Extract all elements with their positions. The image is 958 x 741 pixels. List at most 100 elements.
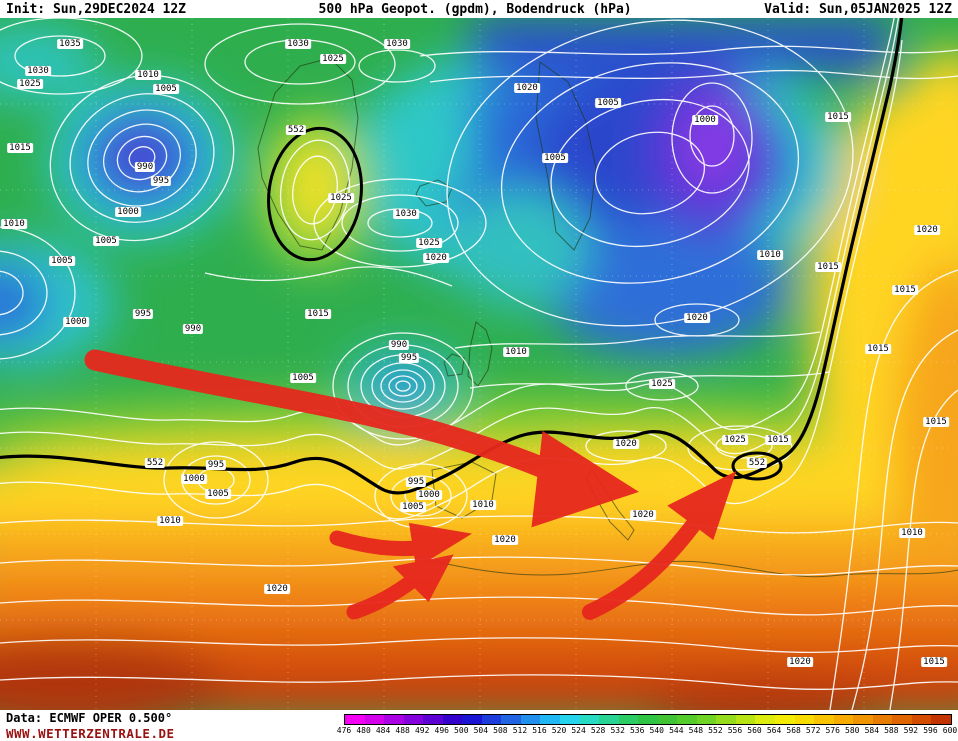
scale-segment [775,715,795,724]
pressure-label: 1020 [914,225,940,235]
pressure-label: 1010 [470,500,496,510]
pressure-label: 1025 [328,193,354,203]
pressure-label: 1005 [290,373,316,383]
pressure-label: 1015 [892,285,918,295]
contour-552 [0,18,904,495]
scale-tick-label: 584 [864,726,880,735]
map-title: 500 hPa Geopot. (gpdm), Bodendruck (hPa) [318,1,632,17]
scale-segment [384,715,404,724]
scale-segment [638,715,658,724]
scale-segment [833,715,854,724]
scale-tick-label: 528 [590,726,606,735]
data-source: Data: ECMWF OPER 0.500° [6,711,173,725]
website-label: WWW.WETTERZENTRALE.DE [6,726,175,741]
pressure-label: 1015 [815,262,841,272]
pressure-label: 1020 [492,535,518,545]
pressure-label: 1020 [613,439,639,449]
pressure-label: 995 [405,477,427,487]
scale-segment [364,715,385,724]
scale-tick-label: 492 [414,726,430,735]
scale-segment [501,715,521,724]
scale-segment [794,715,815,724]
scale-tick-label: 496 [434,726,449,735]
pressure-label: 1005 [595,98,621,108]
scale-segment [403,715,424,724]
pressure-label: 990 [134,162,156,172]
scale-tick-label: 532 [610,726,625,735]
pressure-label: 1015 [7,143,33,153]
pressure-label: 1010 [503,347,529,357]
pressure-label: 1010 [157,516,183,526]
pressure-label: 1015 [921,657,947,667]
scale-segment [872,715,893,724]
scale-tick-label: 560 [747,726,762,735]
pressure-label: 1005 [49,256,75,266]
pressure-label: 1025 [649,379,675,389]
pressure-label: 995 [398,353,420,363]
scale-segment [892,715,912,724]
scale-tick-label: 572 [805,726,821,735]
scale-labels: 476 480 484 488 492 496 500 504 508 512 516 520 524 5… [337,726,957,736]
pressure-label: 1005 [205,489,231,499]
scale-segment [599,715,619,724]
scale-segment [677,715,697,724]
scale-tick-label: 600 [942,726,958,735]
scale-tick-label: 588 [884,726,899,735]
pressure-label: 1015 [825,112,851,122]
pressure-label: 1015 [923,417,949,427]
pressure-label: 1010 [1,219,27,229]
scale-segment [657,715,678,724]
scale-segment [853,715,873,724]
scale-segment [735,715,756,724]
scale-tick-label: 596 [923,726,938,735]
pressure-label: 1000 [416,490,442,500]
scale-segment [423,715,443,724]
pressure-label: 1035 [57,39,83,49]
weather-map: 1035 1030 1025 1010 1005 1015 990 995 1000 1005 10… [0,18,958,710]
pressure-label: 1005 [400,502,426,512]
scale-tick-label: 556 [727,726,743,735]
scale-tick-label: 480 [356,726,371,735]
scale-segment [618,715,639,724]
scale-segment [579,715,600,724]
scale-tick-label: 512 [512,726,528,735]
header: Init: Sun,29DEC2024 12Z 500 hPa Geopot. … [0,0,958,18]
pressure-label: 1020 [423,253,449,263]
scale-tick-label: 508 [493,726,508,735]
scale-segment [716,715,736,724]
pressure-label: 552 [746,458,768,468]
scale-segment [696,715,717,724]
pressure-label: 1030 [393,209,419,219]
map-labels: 1035 1030 1025 1010 1005 1015 990 995 1000 1005 10… [0,18,958,710]
scale-segment [442,715,463,724]
scale-tick-label: 548 [688,726,704,735]
scale-tick-label: 552 [708,726,723,735]
pressure-label: 552 [144,458,166,468]
pressure-label: 990 [388,340,410,350]
pressure-label: 1010 [135,70,161,80]
pressure-label: 1020 [630,510,656,520]
scale-segment [911,715,932,724]
pressure-label: 1010 [899,528,925,538]
scale-tick-label: 504 [473,726,489,735]
scale-segment [814,715,834,724]
init-time: Init: Sun,29DEC2024 12Z [6,1,187,17]
scale-tick-label: 500 [454,726,469,735]
scale-tick-label: 576 [825,726,840,735]
color-scale: 476 480 484 488 492 496 500 504 508 512 516 520 524 5… [337,714,957,736]
scale-tick-label: 580 [845,726,860,735]
pressure-label: 1025 [416,238,442,248]
pressure-label: 1000 [115,207,141,217]
pressure-label: 1025 [722,435,748,445]
pressure-label: 1025 [17,79,43,89]
scale-tick-label: 564 [766,726,782,735]
scale-tick-label: 488 [395,726,410,735]
scale-tick-label: 516 [532,726,547,735]
pressure-label: 990 [182,324,204,334]
pressure-label: 1010 [757,250,783,260]
scale-segment [520,715,541,724]
scale-tick-label: 476 [336,726,352,735]
scale-tick-label: 568 [786,726,801,735]
scale-tick-label: 544 [669,726,684,735]
pressure-label: 1005 [93,236,119,246]
